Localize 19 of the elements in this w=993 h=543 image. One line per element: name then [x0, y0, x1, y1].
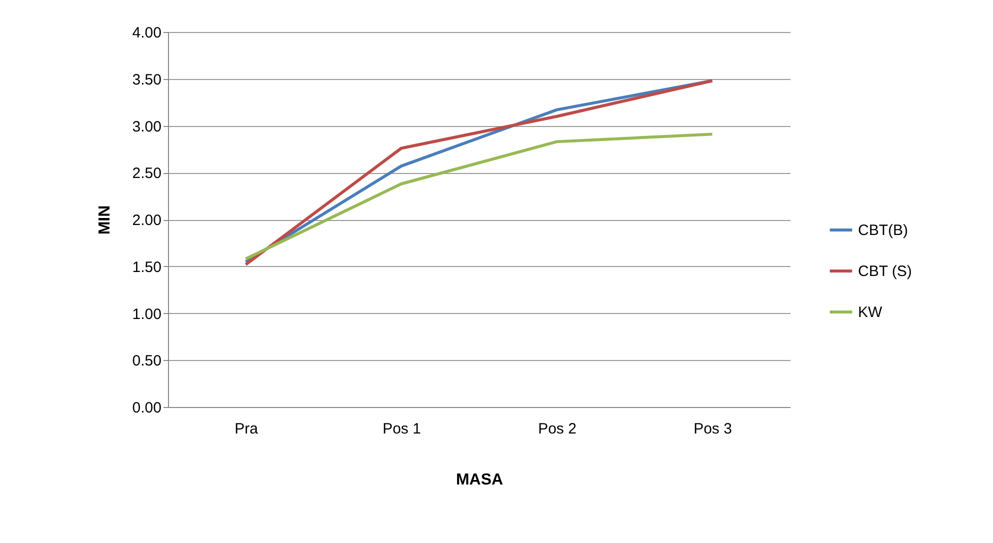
legend-label: KW	[858, 304, 884, 321]
y-tick-label: 2.00	[132, 212, 162, 229]
y-tick-label: 4.00	[132, 24, 162, 42]
y-tick-label: 1.00	[132, 306, 162, 323]
line-series	[244, 132, 714, 260]
y-axis-title: MIN	[96, 205, 114, 235]
legend-label: CBT(B)	[858, 222, 908, 239]
x-tick-label: Pra	[234, 420, 259, 438]
y-tick-label: 0.00	[132, 400, 162, 416]
y-tick-label: 3.00	[132, 118, 162, 136]
x-axis-title: MASA	[456, 472, 504, 488]
y-tick-label: 2.50	[132, 165, 162, 182]
y-tick-label: 1.50	[132, 258, 162, 276]
y-tick-label: 3.50	[132, 71, 162, 88]
x-tick-label: Pos 1	[382, 420, 421, 438]
y-tick-label: 0.50	[132, 352, 162, 370]
x-tick-label: Pos 3	[694, 420, 732, 438]
x-tick-label: Pos 2	[538, 420, 576, 438]
legend-label: CBT (S)	[858, 263, 912, 280]
